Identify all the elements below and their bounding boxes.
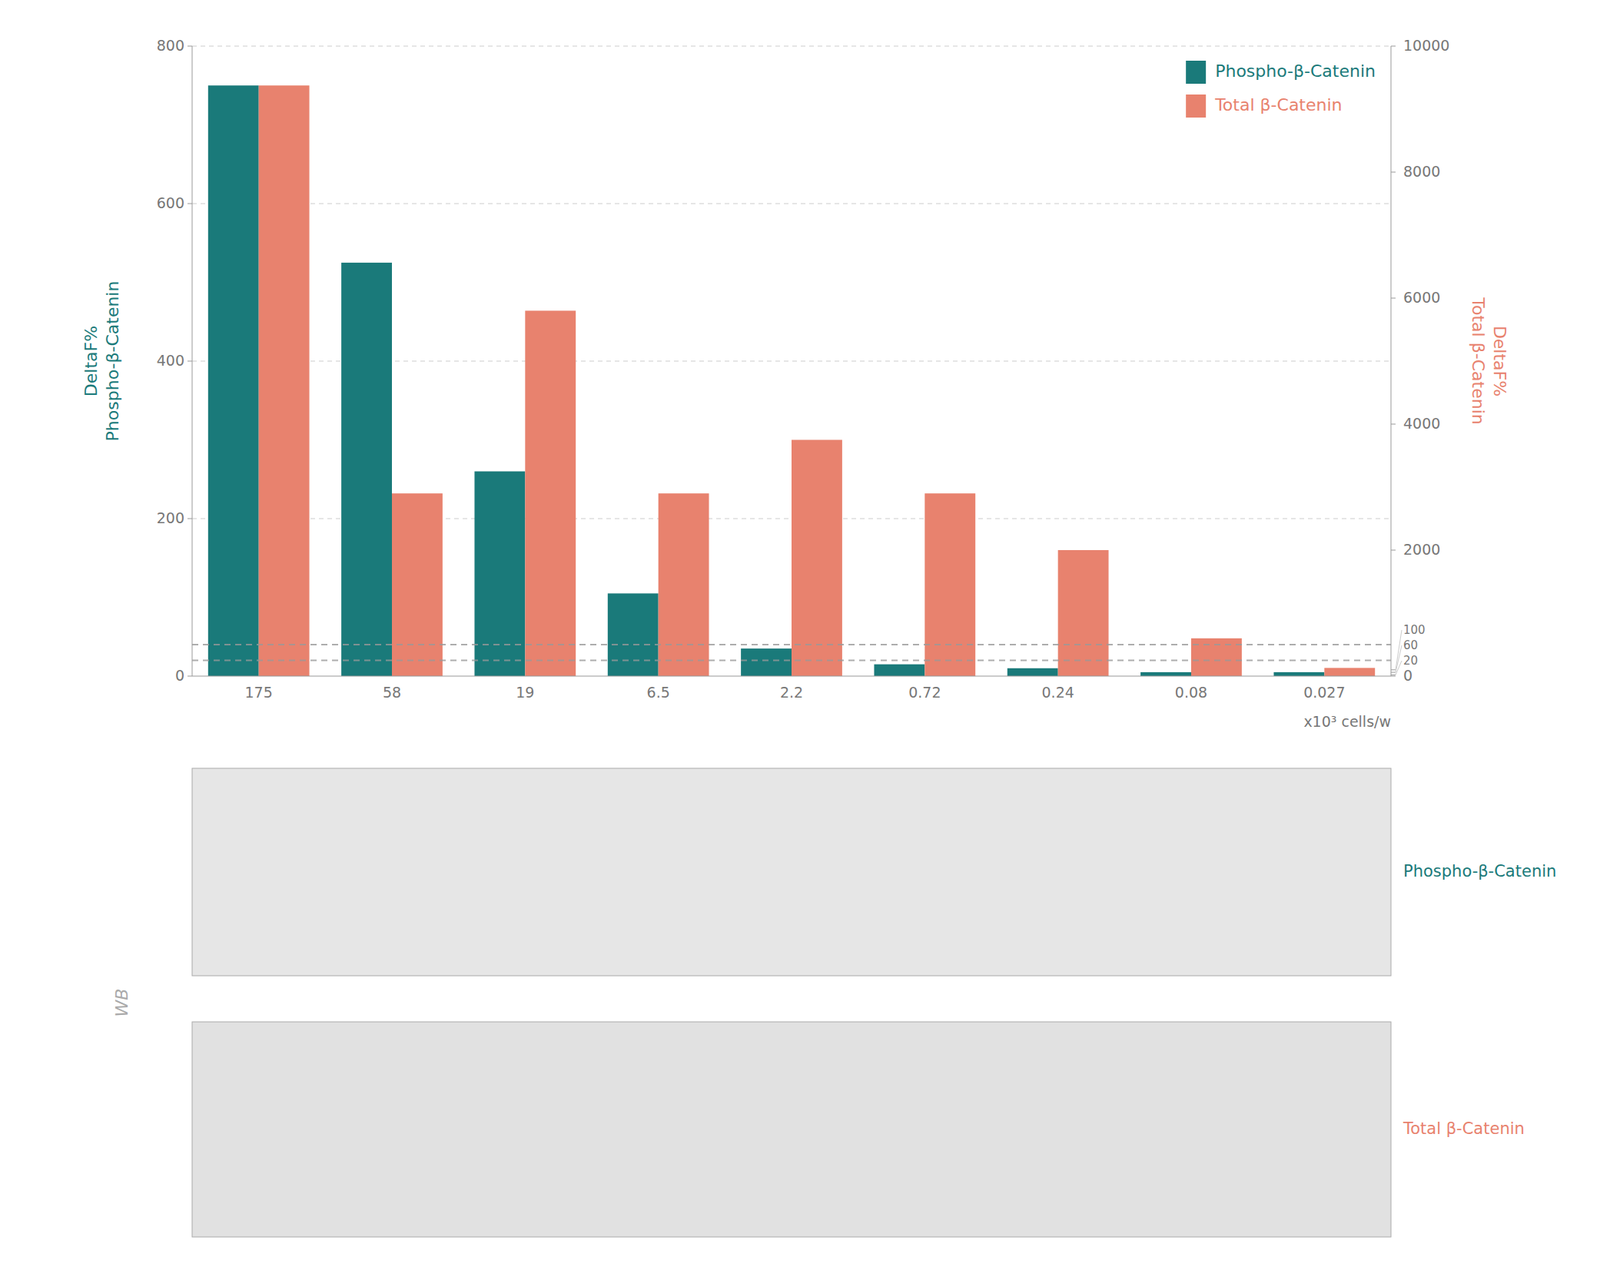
y-tick [187,46,193,47]
x-tick-label: 175 [245,683,273,701]
y-tick [187,203,193,205]
y2-axis-line [1390,46,1392,677]
y2-tick [1390,672,1396,674]
grid-line [192,46,1391,47]
y2-tick [1390,46,1396,47]
bar [658,493,710,677]
x-tick-label: 0.72 [908,683,941,701]
bar [873,664,925,677]
x-tick-label: 19 [515,683,535,701]
y-tick [187,676,193,678]
bar [607,593,659,677]
x-tick-label: 0.08 [1175,683,1208,701]
y2-tick-label: 8000 [1403,162,1441,180]
tick-leader [1395,630,1402,671]
bar [740,648,792,677]
bar [524,310,576,677]
bar [924,493,976,677]
y2-tick [1390,424,1396,425]
bar [1007,668,1059,677]
y-tick-label: 600 [156,194,185,212]
y-tick-label: 0 [175,667,185,684]
annotation: Phospho-β-Catenin [1403,862,1557,881]
bar [1273,672,1325,677]
legend: Phospho-β-Catenin Total β-Catenin [1185,60,1376,118]
y2-tick [1390,669,1396,671]
y2-tick [1390,172,1396,173]
y2-axis-label: DeltaF%Total β-Catenin [1468,296,1510,425]
reference-line [192,643,1391,646]
y2-tick-label: 10000 [1403,36,1450,54]
y2-tick [1390,550,1396,552]
bar [258,85,310,677]
bar [208,85,259,677]
y2-tick-label: 6000 [1403,288,1441,306]
y2-tick-label: 2000 [1403,541,1441,558]
y2-tick-label: 60 [1403,638,1418,653]
y-tick-label: 400 [156,351,185,369]
y-tick [187,361,193,362]
x-axis-label: x10³ cells/w [1303,713,1391,731]
y2-tick-label: 4000 [1403,414,1441,432]
x-tick-label: 0.027 [1303,683,1345,701]
x-tick-label: 2.2 [780,683,804,701]
y2-tick [1390,676,1396,678]
y2-tick [1390,674,1396,676]
annotation: Total β-Catenin [1402,1119,1525,1139]
y-tick-label: 800 [156,36,185,54]
bar [791,440,843,678]
blot-panel [192,1022,1391,1238]
y2-tick-label: 100 [1403,623,1426,638]
bar [391,493,443,677]
y-tick [187,518,193,520]
bar [1058,550,1109,677]
y2-tick [1390,298,1396,299]
y2-tick-label: 0 [1403,667,1413,684]
y-axis-label: DeltaF%Phospho-β-Catenin [81,281,123,442]
y-tick-label: 200 [156,509,185,527]
x-tick-label: 58 [382,683,402,701]
y-axis-label-line: Phospho-β-Catenin [102,281,123,442]
reference-line [192,660,1391,662]
legend-swatch [1185,94,1206,118]
x-tick-label: 6.5 [647,683,671,701]
y2-tick-label: 20 [1403,653,1418,668]
bar [341,262,392,677]
annotation: WB [112,989,132,1018]
y2-axis-label-line: Total β-Catenin [1468,296,1488,425]
x-tick-label: 0.24 [1042,683,1075,701]
chart: 0200400600800020601002000400060008000100… [0,0,1600,1280]
legend-label: Phospho-β-Catenin [1214,61,1376,81]
legend-swatch [1185,60,1206,84]
y2-axis-label-line: DeltaF% [1490,325,1510,397]
bar [1324,667,1375,677]
bars [208,85,1375,677]
y-axis-label-line: DeltaF% [81,325,101,397]
reference-lines [192,644,1391,661]
bar [1140,672,1192,677]
x-axis-line [192,676,1391,678]
blot-panel [192,768,1391,976]
legend-label: Total β-Catenin [1214,95,1342,115]
bar [474,471,525,678]
grid-line [192,203,1391,205]
